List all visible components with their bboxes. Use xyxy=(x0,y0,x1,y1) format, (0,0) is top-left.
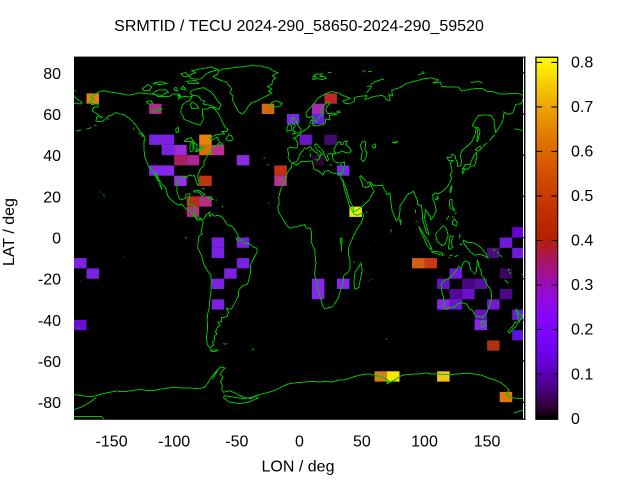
svg-text:50: 50 xyxy=(353,434,371,451)
svg-text:40: 40 xyxy=(43,148,61,165)
svg-text:80: 80 xyxy=(43,66,61,83)
svg-text:LAT / deg: LAT / deg xyxy=(1,198,18,266)
svg-text:0.2: 0.2 xyxy=(571,322,593,339)
svg-text:0: 0 xyxy=(571,411,580,428)
svg-text:-20: -20 xyxy=(38,272,61,289)
svg-text:0.6: 0.6 xyxy=(571,144,593,161)
svg-text:0.4: 0.4 xyxy=(571,233,593,250)
svg-text:-80: -80 xyxy=(38,395,61,412)
svg-text:150: 150 xyxy=(474,434,501,451)
svg-text:0.5: 0.5 xyxy=(571,188,593,205)
svg-text:SRMTID / TECU 2024-290_58650-2: SRMTID / TECU 2024-290_58650-2024-290_59… xyxy=(114,18,484,35)
svg-text:60: 60 xyxy=(43,107,61,124)
svg-text:0.7: 0.7 xyxy=(571,99,593,116)
svg-text:LON / deg: LON / deg xyxy=(262,459,335,476)
svg-text:20: 20 xyxy=(43,189,61,206)
svg-text:0.3: 0.3 xyxy=(571,277,593,294)
svg-text:-100: -100 xyxy=(158,434,190,451)
svg-text:-150: -150 xyxy=(96,434,128,451)
svg-text:0: 0 xyxy=(295,434,304,451)
svg-text:-50: -50 xyxy=(225,434,248,451)
svg-text:100: 100 xyxy=(411,434,438,451)
svg-text:0.8: 0.8 xyxy=(571,55,593,72)
svg-text:0.1: 0.1 xyxy=(571,366,593,383)
svg-text:0: 0 xyxy=(52,231,61,248)
svg-text:-60: -60 xyxy=(38,354,61,371)
svg-text:-40: -40 xyxy=(38,313,61,330)
